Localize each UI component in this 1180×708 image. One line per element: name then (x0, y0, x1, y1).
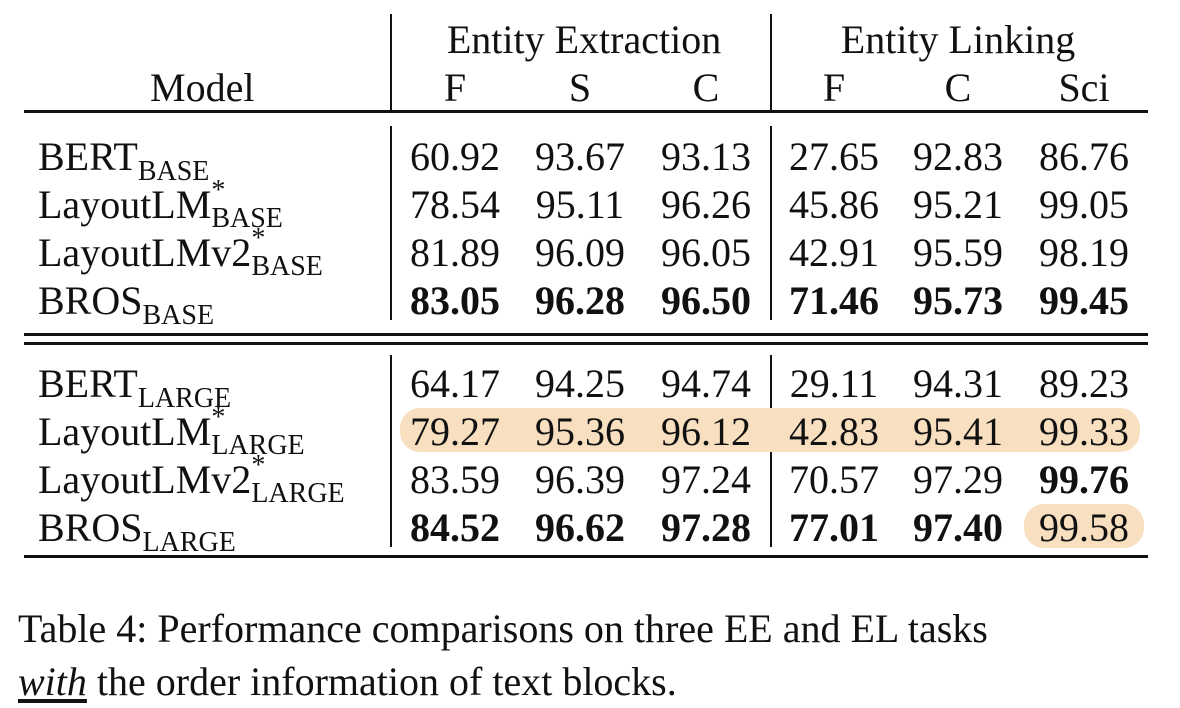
table-cell: 86.76 (1039, 134, 1129, 179)
table-row: BROSLARGE 84.52 96.62 97.28 77.01 97.40 99.58 (24, 504, 1148, 558)
table-cell: 84.52 (410, 505, 500, 550)
rule-header-bottom (24, 110, 1148, 113)
model-name: LayoutLM * BASE (38, 175, 283, 234)
table-row: BROSBASE 83.05 96.28 96.50 71.46 95.73 99.45 (24, 278, 1148, 331)
table-cell: 42.91 (789, 230, 879, 275)
table-cell: 94.31 (913, 361, 1003, 406)
caption-emphasis: with (18, 659, 87, 704)
table-cell: 29.11 (789, 361, 879, 406)
table-cell: 60.92 (410, 134, 500, 179)
table-cell: 96.26 (661, 182, 751, 227)
model-name: LayoutLMv2 * LARGE (38, 450, 345, 509)
table-cell: 95.21 (913, 182, 1003, 227)
table-cell: 64.17 (410, 361, 500, 406)
table-row: BERTLARGE 64.17 94.25 94.74 29.11 94.31 89.23 (24, 361, 1148, 414)
table-cell: 93.67 (535, 134, 625, 179)
col-header-ee-s: S (568, 65, 592, 110)
table-cell: 95.36 (535, 409, 625, 454)
model-name: LayoutLM * LARGE (38, 402, 305, 461)
model-name: BERTBASE (38, 134, 210, 187)
table-cell: 71.46 (789, 278, 879, 323)
rule-section-double-1 (24, 333, 1148, 336)
table-cell: 99.33 (1039, 409, 1129, 454)
table-cell: 94.25 (535, 361, 625, 406)
col-header-ee-c: C (692, 65, 720, 110)
table-cell: 96.05 (661, 230, 751, 275)
table-cell: 95.73 (913, 278, 1003, 323)
row-highlight (400, 408, 1140, 452)
table-cell: 95.41 (913, 409, 1003, 454)
col-header-ee-f: F (443, 65, 467, 110)
table-cell: 83.59 (410, 457, 500, 502)
table-cell: 42.83 (789, 409, 879, 454)
table-cell: 27.65 (789, 134, 879, 179)
table-cell: 95.59 (913, 230, 1003, 275)
table-cell: 99.45 (1039, 278, 1129, 323)
table-cell: 97.29 (913, 457, 1003, 502)
vline-section1-groups (770, 126, 772, 320)
table-cell: 89.23 (1039, 361, 1129, 406)
table-row: LayoutLMv2 * BASE 81.89 96.09 96.05 42.91 95.59… (24, 223, 1148, 282)
table-cell: 93.13 (661, 134, 751, 179)
rule-bottom (24, 555, 1148, 558)
col-header-el-c: C (944, 65, 972, 110)
table-cell: 96.28 (535, 278, 625, 323)
results-table: Entity Extraction Entity Linking Model F… (24, 10, 1148, 558)
caption-line-1: Table 4: Performance comparisons on thre… (18, 606, 988, 651)
table-caption: Table 4: Performance comparisons on thre… (18, 602, 1168, 708)
table-cell: 45.86 (789, 182, 879, 227)
vline-header-groups (770, 14, 772, 110)
table-cell: 94.74 (661, 361, 751, 406)
model-name: BERTLARGE (38, 361, 232, 414)
model-name: BROSBASE (38, 278, 215, 331)
table-cell: 96.09 (535, 230, 625, 275)
table-cell: 70.57 (789, 457, 879, 502)
table-cell: 98.19 (1039, 230, 1129, 275)
table-cell: 99.58 (1039, 505, 1129, 550)
table-cell: 92.83 (913, 134, 1003, 179)
cell-highlight (1024, 504, 1144, 548)
table-cell: 95.11 (535, 182, 625, 227)
table-cell: 78.54 (410, 182, 500, 227)
table-cell: 83.05 (410, 278, 500, 323)
model-name: BROSLARGE (38, 505, 236, 558)
table-cell: 96.12 (661, 409, 751, 454)
col-header-el-sci: Sci (1058, 65, 1110, 110)
caption-line-2: the order information of text blocks. (86, 659, 677, 704)
model-name: LayoutLMv2 * BASE (38, 223, 323, 282)
vline-section2-model (390, 355, 392, 547)
model-column-header: Model (150, 65, 255, 110)
rule-section-double-2 (24, 342, 1148, 345)
table-cell: 99.76 (1039, 457, 1129, 502)
group-header-entity-extraction: Entity Extraction (446, 17, 722, 62)
group-header-entity-linking: Entity Linking (840, 17, 1076, 62)
table-cell: 81.89 (410, 230, 500, 275)
table-cell: 77.01 (789, 505, 879, 550)
table-row: LayoutLM * LARGE 79.27 95.36 96.12 42.83 95.41 9… (24, 402, 1148, 461)
table-cell: 99.05 (1039, 182, 1129, 227)
table-row: BERTBASE 60.92 93.67 93.13 27.65 92.83 86.76 (24, 134, 1148, 187)
table-cell: 96.50 (661, 278, 751, 323)
vline-section1-model (390, 126, 392, 320)
vline-header-model (390, 14, 392, 110)
table-cell: 96.62 (535, 505, 625, 550)
table-cell: 97.24 (661, 457, 751, 502)
table-cell: 97.28 (661, 505, 751, 550)
table-cell: 79.27 (410, 409, 500, 454)
table-row: LayoutLMv2 * LARGE 83.59 96.39 97.24 70.57 97.2… (24, 450, 1148, 509)
table-cell: 97.40 (913, 505, 1003, 550)
col-header-el-f: F (822, 65, 846, 110)
table-cell: 96.39 (535, 457, 625, 502)
table-row: LayoutLM * BASE 78.54 95.11 96.26 45.86 95.21 99… (24, 175, 1148, 234)
